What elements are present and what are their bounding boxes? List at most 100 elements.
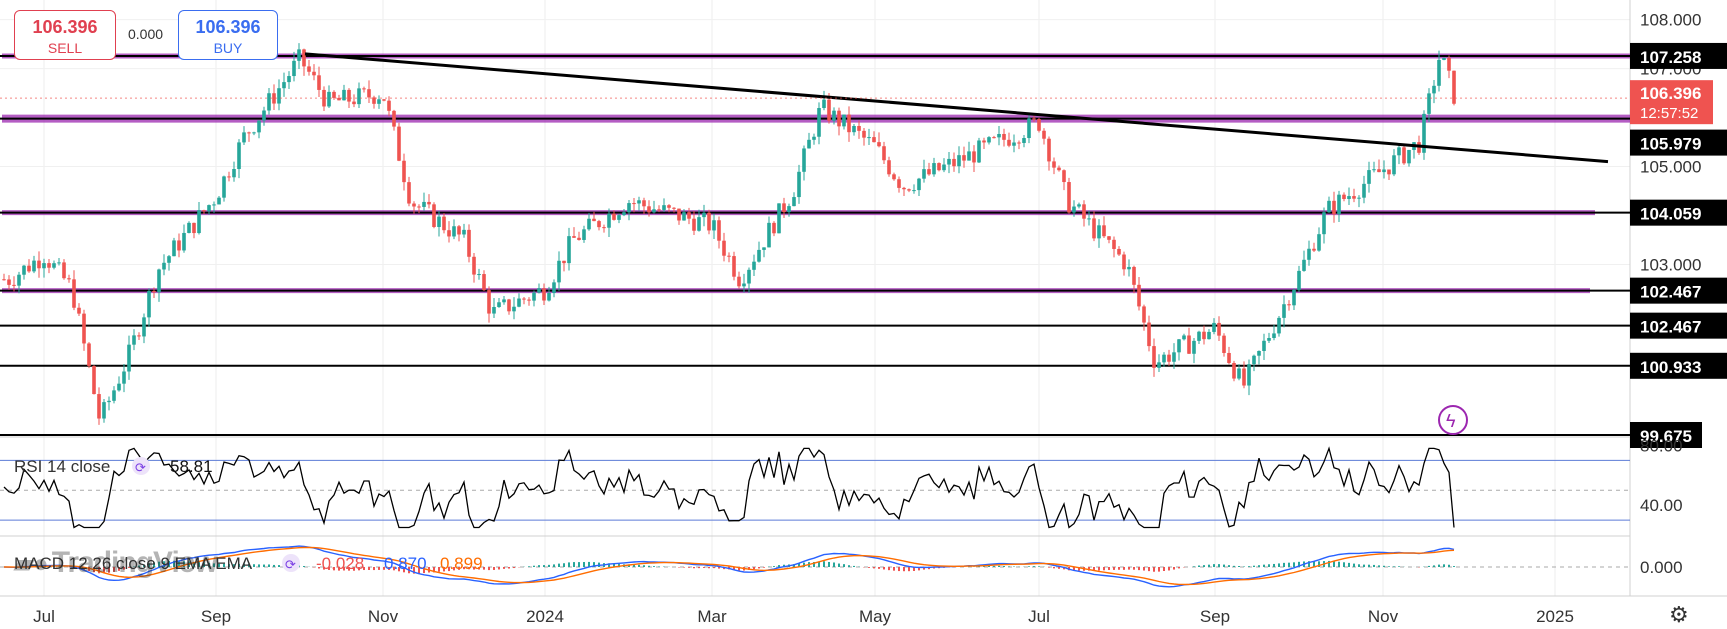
candle-body xyxy=(367,89,371,98)
candle-body xyxy=(1267,338,1271,341)
lightning-circle[interactable] xyxy=(1438,405,1468,435)
candle-body xyxy=(822,99,826,109)
candle-body xyxy=(747,269,751,284)
candle-body xyxy=(1237,368,1241,379)
level-label-text: 104.059 xyxy=(1640,205,1701,224)
candle-body xyxy=(1072,206,1076,213)
candle-body xyxy=(297,49,301,61)
candle-body xyxy=(602,227,606,229)
candle-body xyxy=(77,307,81,314)
candle-body xyxy=(212,204,216,206)
candle-body xyxy=(172,240,176,257)
trendline[interactable] xyxy=(304,52,1609,164)
candle-body xyxy=(742,283,746,287)
refresh-icon-2[interactable]: ⟳ xyxy=(285,557,296,572)
candle-body xyxy=(1287,304,1291,306)
candle-body xyxy=(1407,149,1411,164)
candle-body xyxy=(587,218,591,230)
candle-body xyxy=(417,206,421,208)
macd-title: MACD 12 26 close 9 EMA EMA xyxy=(14,554,253,573)
candle-body xyxy=(782,203,786,213)
time-tick-label: Sep xyxy=(1200,607,1230,626)
candle-body xyxy=(1017,142,1021,144)
candle-body xyxy=(842,114,846,127)
tradingview-logo-icon: ▰● xyxy=(14,548,49,578)
level-label-text: 102.467 xyxy=(1640,318,1701,337)
candle-body xyxy=(527,299,531,301)
candle-body xyxy=(312,71,316,76)
buy-button[interactable]: 106.396 BUY xyxy=(178,10,278,60)
candle-body xyxy=(1222,335,1226,353)
candle-body xyxy=(272,93,276,104)
event-marker[interactable]: ϟ xyxy=(1438,405,1468,435)
candle-body xyxy=(867,137,871,139)
candle-body xyxy=(407,182,411,204)
candle-body xyxy=(692,218,696,231)
candle-body xyxy=(857,125,861,131)
candle-body xyxy=(487,290,491,314)
candle-body xyxy=(177,240,181,251)
candle-body xyxy=(437,216,441,227)
macd-signal-line xyxy=(4,546,1455,586)
candle-body xyxy=(1367,170,1371,184)
candle-body xyxy=(1157,362,1161,368)
candle-body xyxy=(1007,139,1011,146)
rsi-legend: RSI 14 close ⟳ 58.81 xyxy=(14,457,213,476)
countdown-text: 12:57:52 xyxy=(1640,105,1698,122)
macd-settings-icon[interactable] xyxy=(282,554,300,572)
candle-body xyxy=(837,110,841,127)
level-label-text: 99.675 xyxy=(1640,427,1692,446)
candle-body xyxy=(992,137,996,139)
level-label-bg xyxy=(1630,42,1727,69)
candle-body xyxy=(1277,317,1281,334)
candle-body xyxy=(1082,204,1086,219)
sell-button[interactable]: 106.396 SELL xyxy=(14,10,116,60)
candle-body xyxy=(1272,333,1276,339)
candle-body xyxy=(827,99,831,121)
settings-gear-icon[interactable]: ⚙ xyxy=(1669,602,1689,627)
macd-tick-label: 0.000 xyxy=(1640,558,1683,577)
rsi-settings-icon[interactable] xyxy=(132,457,150,475)
candle-body xyxy=(752,261,756,270)
candle-body xyxy=(37,260,41,269)
candle-body xyxy=(262,110,266,121)
candle-body xyxy=(1377,169,1381,173)
candle-body xyxy=(307,66,311,72)
sell-price: 106.396 xyxy=(32,17,98,37)
candle-body xyxy=(1187,335,1191,354)
candle-body xyxy=(1207,331,1211,340)
candle-body xyxy=(1087,218,1091,220)
refresh-icon[interactable]: ⟳ xyxy=(135,460,146,475)
candle-body xyxy=(957,155,961,167)
candle-body xyxy=(442,216,446,231)
candle-body xyxy=(1122,254,1126,270)
candle-body xyxy=(1067,182,1071,213)
candle-body xyxy=(202,210,206,212)
candle-body xyxy=(552,282,556,293)
candle-body xyxy=(452,226,456,237)
candle-body xyxy=(1282,304,1286,318)
candle-body xyxy=(937,163,941,171)
rsi-title: RSI 14 close xyxy=(14,457,110,476)
candle-body xyxy=(92,365,96,395)
candle-body xyxy=(472,256,476,275)
time-axis[interactable]: Jul Sep Nov 2024 Mar May Jul Sep Nov 2025 xyxy=(33,607,1574,626)
candle-body xyxy=(352,101,356,105)
trendline-segment[interactable] xyxy=(304,52,1609,164)
candle-body xyxy=(57,262,61,264)
time-tick-label: May xyxy=(859,607,892,626)
candle-body xyxy=(477,274,481,276)
lightning-icon[interactable]: ϟ xyxy=(1446,411,1456,431)
candle-body xyxy=(1162,354,1166,363)
candle-body xyxy=(707,212,711,231)
candle-body xyxy=(142,317,146,337)
candle-body xyxy=(1052,161,1056,168)
candle-body xyxy=(1097,225,1101,239)
candle-body xyxy=(492,307,496,314)
candle-body xyxy=(677,208,681,221)
level-label-text: 100.933 xyxy=(1640,358,1701,377)
level-label-bg xyxy=(1630,422,1702,448)
candle-body xyxy=(372,97,376,104)
candle-body xyxy=(347,89,351,102)
